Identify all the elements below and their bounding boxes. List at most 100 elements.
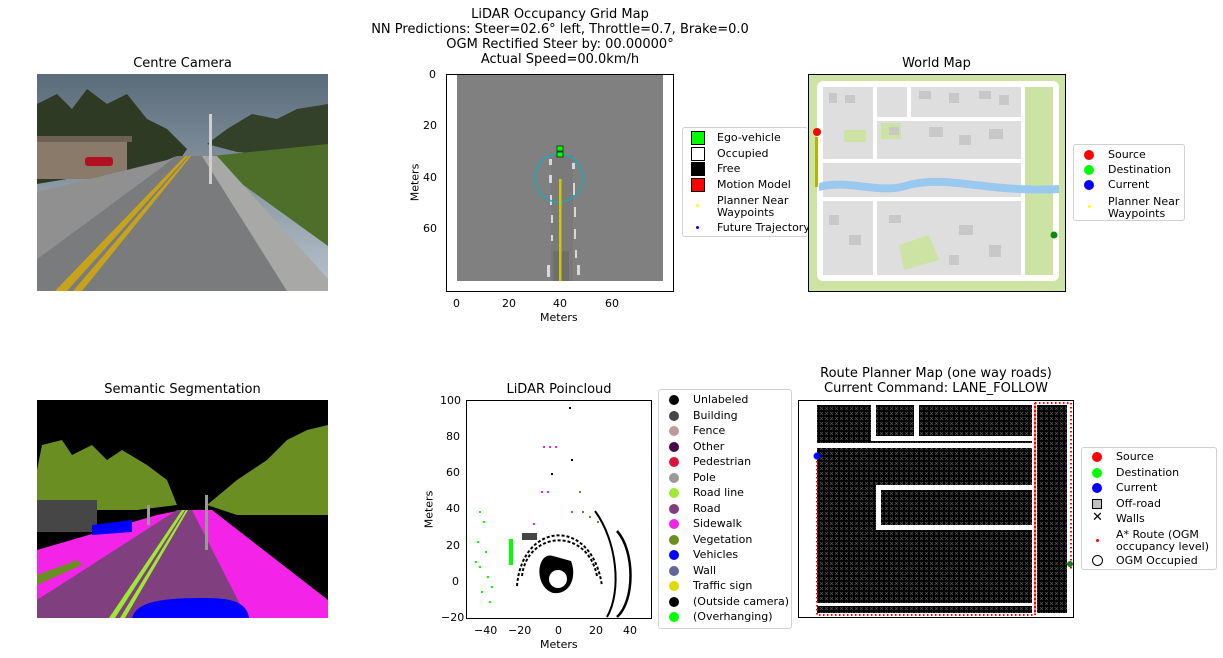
lidar-legend-dot-icon [669,612,679,622]
free-swatch [691,162,705,176]
ogm-legend-label: Planner Near Waypoints [717,195,788,219]
lidar-legend-dot-icon [669,410,679,421]
lidar-legend-row: Vehicles [659,549,791,563]
current-dot-icon [1092,483,1102,493]
route-legend-label: Off-road [1116,497,1161,510]
figure-title: LiDAR Occupancy Grid Map NN Predictions:… [360,7,760,67]
lidar-legend-row: Building [659,409,791,424]
lidar-legend-row: Pole [659,470,791,486]
lidar-legend-label: Traffic sign [693,579,753,592]
route-title-line-2: Current Command: LANE_FOLLOW [824,381,1048,396]
destination-dot-icon [1092,468,1102,478]
centre-camera-title: Centre Camera [133,56,232,71]
lidar-legend-label: Pedestrian [693,455,752,468]
title-line-3: OGM Rectified Steer by: 00.00000° [446,37,674,52]
title-line-1: LiDAR Occupancy Grid Map [471,7,649,22]
route-legend-label: A* Route (OGM occupancy level) [1116,528,1209,553]
lidar-legend-dot-icon [669,457,679,467]
lidar-legend-label: Other [693,439,725,453]
lidar-legend: Unlabeled Building Fence Other Pedestrian Pol… [658,389,792,629]
ogm-legend-label: Occupied [717,147,769,160]
world-map-title: World Map [902,56,971,71]
lidar-ytick: 100 [440,394,461,407]
lidar-xtick: 40 [623,624,637,637]
centre-camera-image [37,74,328,291]
lidar-legend-dot-icon [669,565,679,576]
lidar-legend-dot-icon [669,534,679,545]
lidar-legend-dot-icon [669,441,679,452]
lidar-xtick: −40 [474,624,498,637]
world-legend-label: Current [1108,178,1150,191]
lidar-legend-label: Vegetation [693,532,753,546]
lidar-legend-row: (Outside camera) [659,594,791,610]
lidar-ylabel: Meters [422,490,436,529]
world-legend-label: Source [1108,148,1146,161]
lidar-legend-label: (Overhanging) [693,610,773,623]
route-dot-icon [1096,539,1099,542]
source-dot-icon [1092,452,1102,462]
lidar-legend-row: Wall [659,563,791,579]
ogm-ytick: 40 [423,171,437,184]
lidar-legend-label: Sidewalk [693,517,742,530]
ogm-occupied-circle-icon [1092,555,1103,566]
lidar-legend-row: Unlabeled [659,394,791,408]
lidar-legend-dot-icon [669,472,679,483]
lidar-legend-label: Wall [693,563,717,577]
lidar-legend-row: Traffic sign [659,580,791,594]
lidar-legend-label: Unlabeled [693,393,749,406]
ego-vehicle-swatch [691,131,705,145]
route-planner-axes [798,400,1074,618]
route-legend-label: Current [1116,481,1158,494]
ogm-xtick: 0 [453,297,460,310]
ogm-axes [446,74,674,292]
ogm-xtick: 40 [553,297,567,310]
lidar-legend-dot-icon [669,596,679,607]
lidar-legend-row: Sidewalk [659,518,791,532]
route-title: Route Planner Map (one way roads) Curren… [798,366,1074,396]
lidar-legend-label: Pole [693,470,716,484]
lidar-legend-label: Vehicles [693,548,739,561]
ogm-xtick: 60 [605,297,619,310]
lidar-legend-dot-icon [669,503,679,514]
lidar-axes [466,400,652,619]
lidar-legend-label: Fence [693,424,726,437]
motion-model-swatch [691,178,705,192]
world-legend-label: Planner Near Waypoints [1108,195,1180,220]
source-dot-icon [1084,150,1094,160]
title-line-4: Actual Speed=00.0km/h [480,52,640,67]
lidar-legend-label: Road [693,501,721,515]
world-legend-label: Destination [1108,163,1172,176]
lidar-ytick: 40 [446,502,460,515]
lidar-ytick: 0 [452,575,459,588]
ogm-legend-line: Planner Near Waypoints [717,194,789,219]
ogm-legend-label: Ego-vehicle [717,131,781,144]
lidar-ytick: 80 [446,430,460,443]
title-line-2: NN Predictions: Steer=02.6° left, Thrott… [371,22,749,37]
ogm-ytick: 0 [429,68,436,81]
route-legend-label: OGM Occupied [1116,554,1198,567]
lidar-legend-row: Vegetation [659,532,791,548]
lidar-xlabel: Meters [540,638,578,651]
ogm-xlabel: Meters [540,311,578,324]
lidar-legend-row: Road line [659,487,791,501]
ogm-xtick: 20 [502,297,516,310]
destination-dot-icon [1084,165,1094,175]
route-legend: Source Destination Current Off-road ✕ Wal… [1081,447,1217,570]
off-road-square-icon [1092,499,1102,509]
lidar-xtick: −20 [508,624,532,637]
ogm-legend-label: Future Trajectory [717,221,810,234]
lidar-xtick: 0 [555,624,562,637]
lidar-legend-row: Fence [659,425,791,439]
ogm-legend-label: Free [717,162,741,175]
walls-x-icon: ✕ [1092,510,1103,525]
lidar-legend-label: (Outside camera) [693,594,790,608]
lidar-ytick: −20 [441,611,465,624]
current-dot-icon [1084,180,1094,190]
lidar-legend-row: Road [659,501,791,517]
lidar-ytick: 20 [446,539,460,552]
lidar-title: LiDAR Poincloud [506,382,612,397]
route-legend-label: Destination [1116,466,1180,479]
route-legend-label: Walls [1116,512,1145,525]
ogm-ylabel: Meters [408,163,422,202]
route-title-line-1: Route Planner Map (one way roads) [820,366,1052,381]
